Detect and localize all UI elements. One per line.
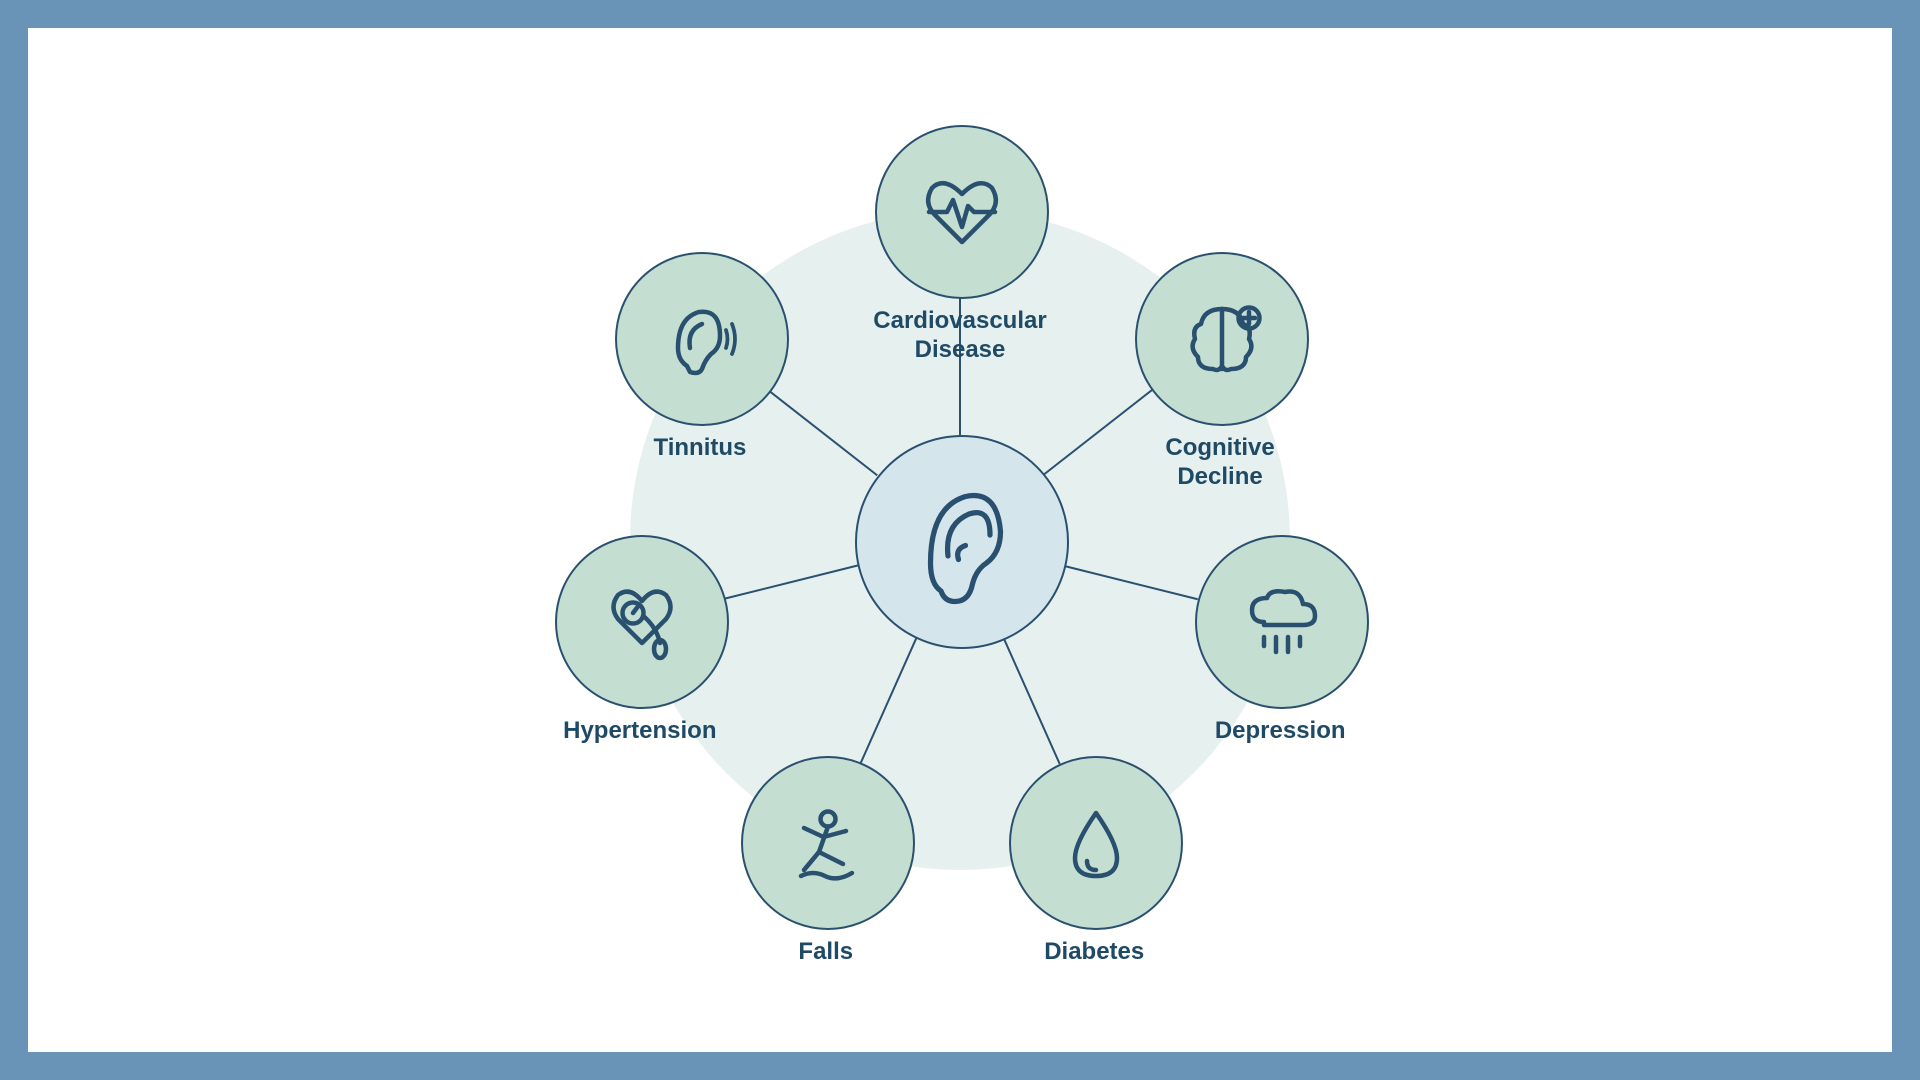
ear-icon — [907, 472, 1017, 612]
label-tinnitus: Tinnitus — [580, 434, 820, 463]
diagram-canvas: Cardiovascular Disease Cognitive Decline D… — [460, 40, 1460, 1040]
node-tinnitus — [615, 252, 789, 426]
label-hypertension: Hypertension — [520, 717, 760, 746]
node-diabetes — [1009, 756, 1183, 930]
rain-cloud-icon — [1237, 577, 1327, 667]
label-diabetes: Diabetes — [974, 938, 1214, 967]
label-cardiovascular: Cardiovascular Disease — [840, 307, 1080, 365]
node-hypertension — [555, 535, 729, 709]
node-cognitive — [1135, 252, 1309, 426]
label-falls: Falls — [706, 938, 946, 967]
node-depression — [1195, 535, 1369, 709]
brain-icon — [1177, 294, 1267, 384]
diagram-frame: Cardiovascular Disease Cognitive Decline D… — [0, 0, 1920, 1080]
node-falls — [741, 756, 915, 930]
node-cardiovascular — [875, 125, 1049, 299]
label-cognitive: Cognitive Decline — [1100, 434, 1340, 492]
label-depression: Depression — [1160, 717, 1400, 746]
heart-rate-icon — [917, 167, 1007, 257]
bp-icon — [597, 577, 687, 667]
ear-waves-icon — [657, 294, 747, 384]
drop-icon — [1051, 798, 1141, 888]
center-node — [855, 435, 1069, 649]
falling-icon — [783, 798, 873, 888]
